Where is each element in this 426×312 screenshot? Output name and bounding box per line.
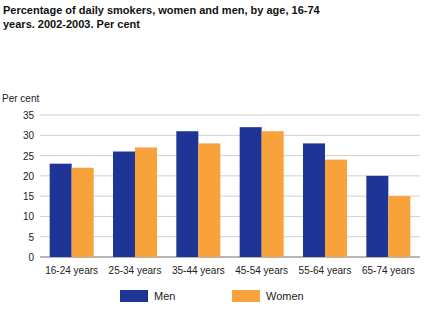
bar <box>113 152 135 257</box>
y-tick-label: 0 <box>28 252 34 263</box>
chart: Per cent 0 5 10 15 20 25 30 35 16-24 years 25-34 y… <box>0 0 426 312</box>
grid-line <box>40 257 420 258</box>
x-tick-label: 35-44 years <box>172 265 225 276</box>
grid-line <box>40 115 420 116</box>
x-tick-label: 45-54 years <box>235 265 288 276</box>
legend-swatch <box>232 290 260 302</box>
bar <box>198 143 220 257</box>
x-tick-label: 16-24 years <box>45 265 98 276</box>
grid-line <box>40 196 420 197</box>
title: Percentage of daily smokers, women and m… <box>3 3 343 31</box>
grid-line <box>40 236 420 237</box>
legend-label: Men <box>154 290 175 302</box>
y-tick-label: 25 <box>23 151 35 162</box>
y-tick-label: 20 <box>23 171 35 182</box>
y-tick-label: 10 <box>23 211 35 222</box>
bar <box>135 147 157 257</box>
bar <box>366 176 388 257</box>
bar <box>176 131 198 257</box>
bar <box>388 196 410 257</box>
grid-line <box>40 135 420 136</box>
bar <box>262 131 284 257</box>
x-tick-label: 65-74 years <box>362 265 415 276</box>
y-tick-label: 35 <box>23 110 35 121</box>
x-tick-label: 25-34 years <box>109 265 162 276</box>
bar <box>325 160 347 257</box>
y-tick-label: 15 <box>23 191 35 202</box>
bar <box>50 164 72 257</box>
bar <box>303 143 325 257</box>
grid-line <box>40 216 420 217</box>
y-tick-label: 30 <box>23 130 35 141</box>
x-tick-label: 55-64 years <box>299 265 352 276</box>
bar <box>72 168 94 257</box>
bar <box>240 127 262 257</box>
bars <box>50 127 411 257</box>
legend-label: Women <box>266 290 304 302</box>
y-label: Per cent <box>2 93 39 104</box>
grid-line <box>40 175 420 176</box>
x-axis <box>40 257 420 258</box>
y-tick-label: 5 <box>28 232 34 243</box>
legend-swatch <box>120 290 148 302</box>
grid-line <box>40 155 420 156</box>
